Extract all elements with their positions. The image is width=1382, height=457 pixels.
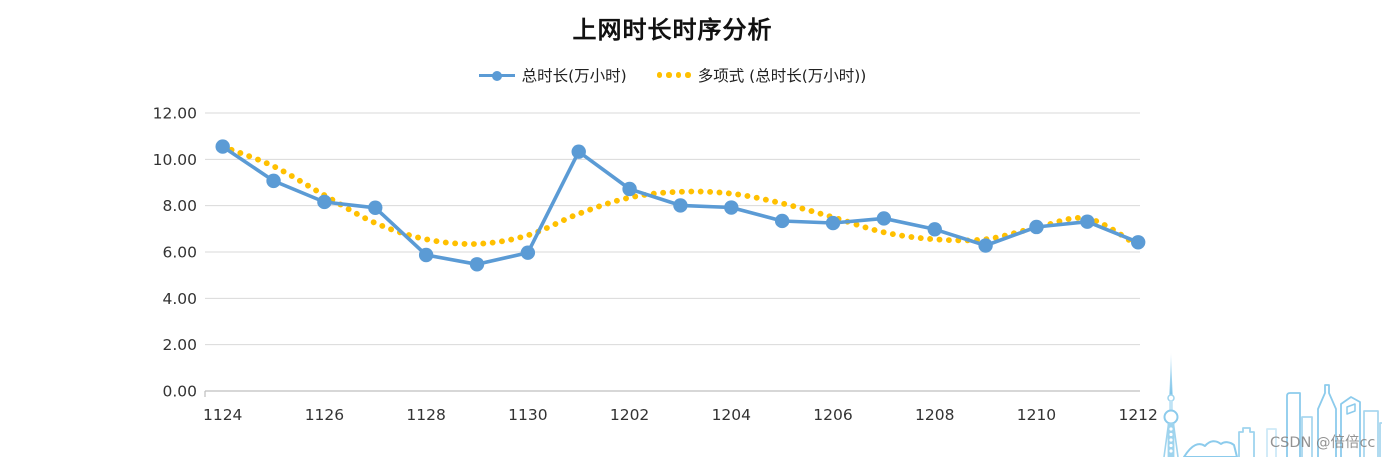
y-axis-tick-label: 6.00: [162, 244, 197, 262]
legend: 总时长(万小时) 多项式 (总时长(万小时)): [205, 64, 1140, 86]
polynomial-trendline: [219, 143, 1142, 249]
pearl-tower-icon: [1163, 353, 1179, 457]
data-point-marker: [1130, 235, 1146, 250]
data-point-marker: [317, 194, 332, 210]
y-axis-tick-label: 4.00: [162, 290, 197, 308]
legend-item-polynomial: 多项式 (总时长(万小时)): [656, 64, 867, 86]
y-axis-tick-label: 10.00: [153, 151, 197, 169]
data-point-marker: [622, 181, 637, 197]
csdn-watermark: CSDN @倍倍cc: [1270, 435, 1376, 451]
x-axis-tick-label: 1124: [203, 406, 242, 424]
x-axis-tick-label: 1210: [1017, 406, 1056, 424]
x-axis-tick-label: 1204: [712, 406, 751, 424]
legend-label-polynomial: 多项式 (总时长(万小时)): [697, 67, 867, 85]
legend-label-total: 总时长(万小时): [521, 67, 627, 85]
data-point-marker: [418, 247, 434, 263]
data-point-marker: [825, 215, 841, 231]
data-point-marker: [673, 198, 688, 213]
y-axis-tick-label: 2.00: [162, 336, 197, 354]
data-point-marker: [571, 144, 586, 159]
x-axis-tick-label: 1212: [1118, 406, 1157, 424]
data-point-marker: [724, 200, 739, 215]
x-axis-tick-label: 1206: [813, 406, 852, 424]
data-point-marker: [1080, 214, 1095, 229]
x-axis-tick-label: 1130: [508, 406, 547, 424]
data-point-marker: [215, 139, 230, 154]
data-point-marker: [1029, 219, 1044, 235]
x-axis-tick-label: 1128: [406, 406, 445, 424]
city-skyline-decoration: [1163, 353, 1382, 457]
legend-item-total: 总时长(万小时): [478, 64, 627, 86]
x-axis-tick-label: 1202: [610, 406, 649, 424]
data-point-marker: [927, 222, 942, 237]
x-axis-tick-label: 1126: [305, 406, 344, 424]
data-point-marker: [266, 173, 281, 189]
hills-icon: [1183, 440, 1238, 457]
buildings-icon: [1238, 384, 1382, 457]
data-point-marker: [774, 213, 790, 229]
dotted-marker-icon: [656, 72, 691, 78]
y-axis-tick-label: 12.00: [153, 105, 197, 123]
data-point-marker: [469, 257, 485, 272]
data-point-marker: [520, 245, 536, 260]
x-axis-tick-label: 1208: [915, 406, 954, 424]
data-point-marker: [368, 200, 383, 215]
y-axis-tick-label: 0.00: [162, 383, 197, 401]
line-marker-icon: [478, 68, 515, 83]
data-point-marker: [978, 238, 993, 253]
chart-title: 上网时长时序分析: [572, 16, 773, 44]
y-axis-tick-label: 8.00: [162, 197, 197, 215]
data-point-marker: [876, 211, 892, 226]
